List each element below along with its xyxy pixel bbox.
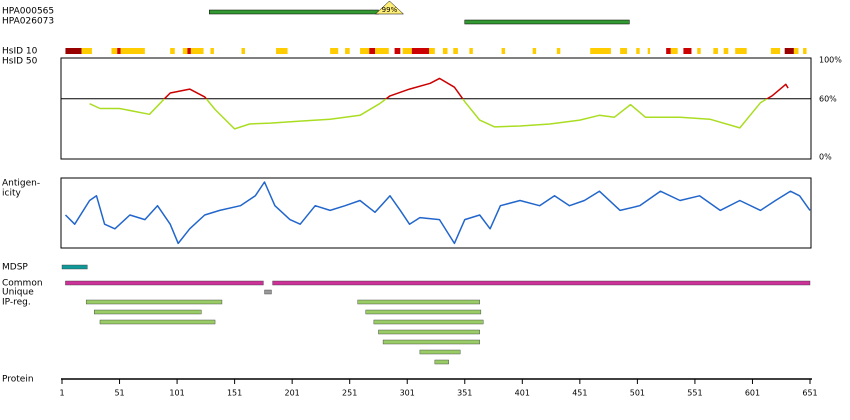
identity-segment (784, 48, 794, 54)
feature-bar (382, 339, 480, 345)
x-tick-label: 201 (285, 389, 300, 398)
identity-segment (120, 48, 145, 54)
x-tick-label: 151 (227, 389, 242, 398)
annotation-label: 99% (382, 6, 398, 14)
identity-segment (735, 48, 747, 54)
identity-segment (330, 48, 339, 54)
antibody-bar (209, 9, 379, 15)
identity-segment (683, 48, 692, 54)
feature-bar (434, 359, 449, 365)
track-label: icity (2, 189, 21, 199)
x-tick-label: 501 (630, 389, 645, 398)
feature-bar (365, 309, 482, 315)
plot-frame (60, 57, 812, 160)
identity-segment (187, 48, 191, 54)
track-label: HsID 50 (2, 57, 38, 67)
identity-segment (65, 48, 82, 54)
axis-label: Protein (2, 375, 34, 385)
identity-segment (670, 48, 678, 54)
feature-bar (264, 289, 272, 295)
identity-segment (375, 48, 389, 54)
y-tick-label: 60% (819, 94, 837, 103)
x-tick-label: 551 (687, 389, 702, 398)
identity-segment (394, 48, 401, 54)
track-label: MDSP (2, 263, 28, 273)
track-label: Common (2, 279, 43, 289)
track-label: HPA026073 (2, 17, 54, 27)
feature-bar (94, 309, 202, 315)
identity-segment (360, 48, 370, 54)
identity-segment (590, 48, 611, 54)
x-tick-label: 1 (59, 389, 64, 398)
data-line (64, 181, 811, 245)
identity-segment (803, 48, 807, 54)
identity-segment (276, 48, 288, 54)
x-tick-label: 651 (802, 389, 817, 398)
track-label: HsID 10 (2, 47, 38, 57)
identity-segment (647, 48, 651, 54)
y-tick-label: 100% (819, 56, 842, 65)
identity-segment (81, 48, 92, 54)
x-tick-label: 51 (114, 389, 124, 398)
identity-segment (241, 48, 245, 54)
identity-segment (666, 48, 671, 54)
track-label: IP-reg. (2, 298, 31, 308)
identity-segment (429, 48, 435, 54)
feature-bar (272, 280, 811, 286)
identity-segment (723, 48, 729, 54)
feature-bar (65, 280, 264, 286)
x-tick-label: 401 (515, 389, 530, 398)
identity-segment (713, 48, 718, 54)
x-tick-label: 101 (169, 389, 184, 398)
x-tick-label: 601 (745, 389, 760, 398)
x-tick-label: 251 (342, 389, 357, 398)
identity-segment (453, 48, 458, 54)
identity-segment (501, 48, 506, 54)
identity-segment (210, 48, 214, 54)
feature-bar (378, 329, 480, 335)
identity-segment (636, 48, 640, 54)
identity-segment (402, 48, 412, 54)
feature-bar (357, 299, 480, 305)
identity-segment (117, 48, 121, 54)
feature-bar (61, 264, 88, 270)
identity-segment (111, 48, 118, 54)
track-label: Antigen- (2, 179, 40, 189)
x-tick-label: 451 (572, 389, 587, 398)
identity-segment (442, 48, 448, 54)
identity-segment (170, 48, 175, 54)
feature-bar (85, 299, 223, 305)
identity-segment (697, 48, 701, 54)
data-line (89, 77, 789, 130)
x-tick-label: 351 (457, 389, 472, 398)
identity-segment (770, 48, 781, 54)
feature-bar (419, 349, 461, 355)
plot-frame (60, 177, 812, 249)
identity-segment (369, 48, 376, 54)
identity-segment (411, 48, 430, 54)
identity-segment (532, 48, 537, 54)
y-tick-label: 0% (819, 153, 832, 162)
identity-segment (469, 48, 473, 54)
identity-segment (190, 48, 204, 54)
track-label: Unique (2, 288, 34, 298)
antibody-bar (464, 19, 630, 25)
x-tick-label: 301 (400, 389, 415, 398)
identity-segment (182, 48, 188, 54)
feature-bar (373, 319, 484, 325)
annotation-marker (374, 0, 405, 15)
identity-segment (620, 48, 628, 54)
identity-segment (556, 48, 561, 54)
identity-segment (793, 48, 799, 54)
identity-segment (345, 48, 350, 54)
track-label: HPA000565 (2, 7, 54, 17)
feature-bar (99, 319, 216, 325)
